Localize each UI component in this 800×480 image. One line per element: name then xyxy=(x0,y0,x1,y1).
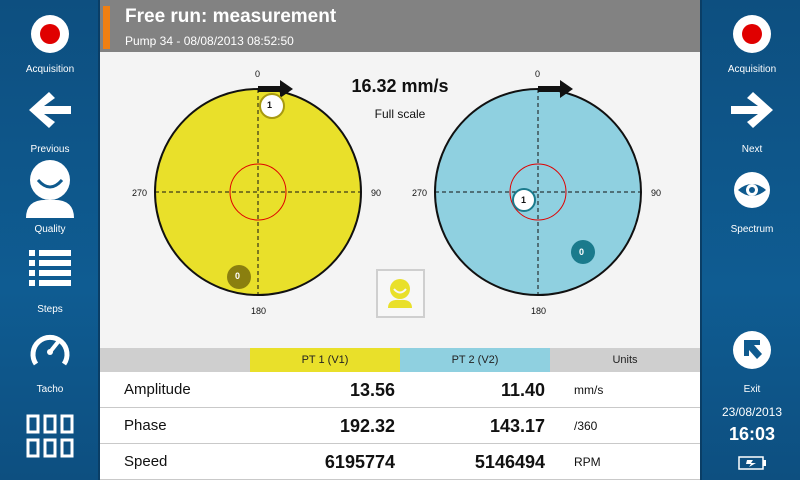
dial-pt1-marker-0 xyxy=(227,265,251,289)
header-pt2: PT 2 (V2) xyxy=(400,348,550,372)
exit-label: Exit xyxy=(743,384,761,395)
row-unit: mm/s xyxy=(574,383,604,397)
dial-pt2-rotation-arrow-icon xyxy=(538,80,573,98)
row-value-pt1: 6195774 xyxy=(324,452,395,472)
polar-dial-pt1 xyxy=(154,80,362,296)
title-bar: Free run: measurement Pump 34 - 08/08/20… xyxy=(100,0,700,52)
header-units: Units xyxy=(550,348,700,372)
gauge-icon xyxy=(30,334,70,366)
full-scale-label: Full scale xyxy=(374,107,426,121)
tacho-label: Tacho xyxy=(36,384,64,395)
dial-pt2-marker-0-label: 0 xyxy=(579,247,585,257)
smiley-icon xyxy=(26,160,74,218)
dial-pt1-threshold-ring xyxy=(229,163,287,221)
dial-pt1-label-left: 270 xyxy=(132,188,148,198)
row-unit: /360 xyxy=(574,419,598,433)
table-row-phase: Phase 192.32 143.17 /360 xyxy=(100,408,700,444)
quality-button[interactable]: Quality xyxy=(0,158,100,236)
next-button[interactable]: Next xyxy=(702,88,800,158)
dial-pt2-label-bottom: 180 xyxy=(531,306,547,316)
quality-indicator-button[interactable] xyxy=(376,269,425,318)
left-sidebar: Acquisition Previous Quality Steps Tach xyxy=(0,0,100,480)
row-name: Phase xyxy=(124,417,167,434)
row-value-pt2: 143.17 xyxy=(489,416,545,436)
polar-dial-pt2 xyxy=(434,80,642,296)
table-row-amplitude: Amplitude 13.56 11.40 mm/s xyxy=(100,372,700,408)
arrow-left-icon xyxy=(29,92,71,128)
tacho-button[interactable]: Tacho xyxy=(0,328,100,398)
page-subtitle: Pump 34 - 08/08/2013 08:52:50 xyxy=(125,34,294,48)
dial-pt2-label-top: 0 xyxy=(535,69,541,79)
current-time: 16:03 xyxy=(728,424,776,444)
steps-button[interactable]: Steps xyxy=(0,248,100,318)
record-icon xyxy=(31,15,69,53)
acquisition-label: Acquisition xyxy=(25,64,75,75)
dial-pt2-label-right: 90 xyxy=(651,188,662,198)
table-row-speed: Speed 6195774 5146494 RPM xyxy=(100,444,700,480)
dial-pt1-marker-1 xyxy=(259,93,285,119)
row-name: Amplitude xyxy=(124,381,191,398)
dial-pt2-marker-0 xyxy=(571,240,595,264)
acquisition-button[interactable]: Acquisition xyxy=(0,8,100,78)
previous-button[interactable]: Previous xyxy=(0,88,100,158)
battery-icon xyxy=(738,456,766,470)
menu-grid-button[interactable] xyxy=(0,408,100,474)
dial-pt1-label-right: 90 xyxy=(371,188,382,198)
spectrum-label: Spectrum xyxy=(730,224,774,235)
row-unit: RPM xyxy=(574,455,601,469)
results-table-header: PT 1 (V1) PT 2 (V2) Units xyxy=(100,348,700,372)
row-value-pt2: 5146494 xyxy=(474,452,545,472)
arrow-right-icon xyxy=(731,92,773,128)
dial-pt1-marker-1-label: 1 xyxy=(267,100,273,110)
grid-icon xyxy=(26,414,74,458)
right-sidebar: Acquisition Next Spectrum Exit 23/08/201… xyxy=(700,0,800,480)
row-value-pt1: 192.32 xyxy=(339,416,395,436)
next-label: Next xyxy=(741,144,763,155)
quality-smiley-icon xyxy=(388,279,412,308)
full-scale-value: 16.32 mm/s xyxy=(351,76,449,96)
list-icon xyxy=(29,250,71,286)
dial-pt1-label-top: 0 xyxy=(255,69,261,79)
polar-plot-area: 0 90 180 270 1 0 0 90 180 270 1 0 16.32 … xyxy=(100,52,700,348)
exit-icon xyxy=(733,331,771,369)
exit-button[interactable]: Exit xyxy=(702,328,800,398)
row-value-pt2: 11.40 xyxy=(500,380,545,400)
acquisition-label: Acquisition xyxy=(727,64,777,75)
row-value-pt1: 13.56 xyxy=(349,380,395,400)
page-title: Free run: measurement xyxy=(125,6,337,27)
header-pt1: PT 1 (V1) xyxy=(250,348,400,372)
acquisition-button-right[interactable]: Acquisition xyxy=(702,8,800,78)
dial-pt2-label-left: 270 xyxy=(412,188,428,198)
dial-pt2-threshold-ring xyxy=(509,163,567,221)
spectrum-button[interactable]: Spectrum xyxy=(702,168,800,238)
dial-pt2-marker-1-label: 1 xyxy=(521,195,527,205)
title-accent xyxy=(103,6,110,49)
record-icon xyxy=(733,15,771,53)
dial-pt1-rotation-arrow-icon xyxy=(258,80,293,98)
quality-label: Quality xyxy=(34,224,66,235)
main-panel: Free run: measurement Pump 34 - 08/08/20… xyxy=(100,0,700,480)
results-table: PT 1 (V1) PT 2 (V2) Units Amplitude 13.5… xyxy=(100,348,700,480)
dial-pt2-marker-1 xyxy=(512,188,536,212)
row-name: Speed xyxy=(124,453,168,470)
dial-pt1-marker-0-label: 0 xyxy=(235,271,241,281)
dial-pt1-label-bottom: 180 xyxy=(251,306,267,316)
previous-label: Previous xyxy=(30,144,70,155)
current-date: 23/08/2013 xyxy=(721,405,783,419)
steps-label: Steps xyxy=(37,304,63,315)
eye-icon xyxy=(734,172,770,208)
